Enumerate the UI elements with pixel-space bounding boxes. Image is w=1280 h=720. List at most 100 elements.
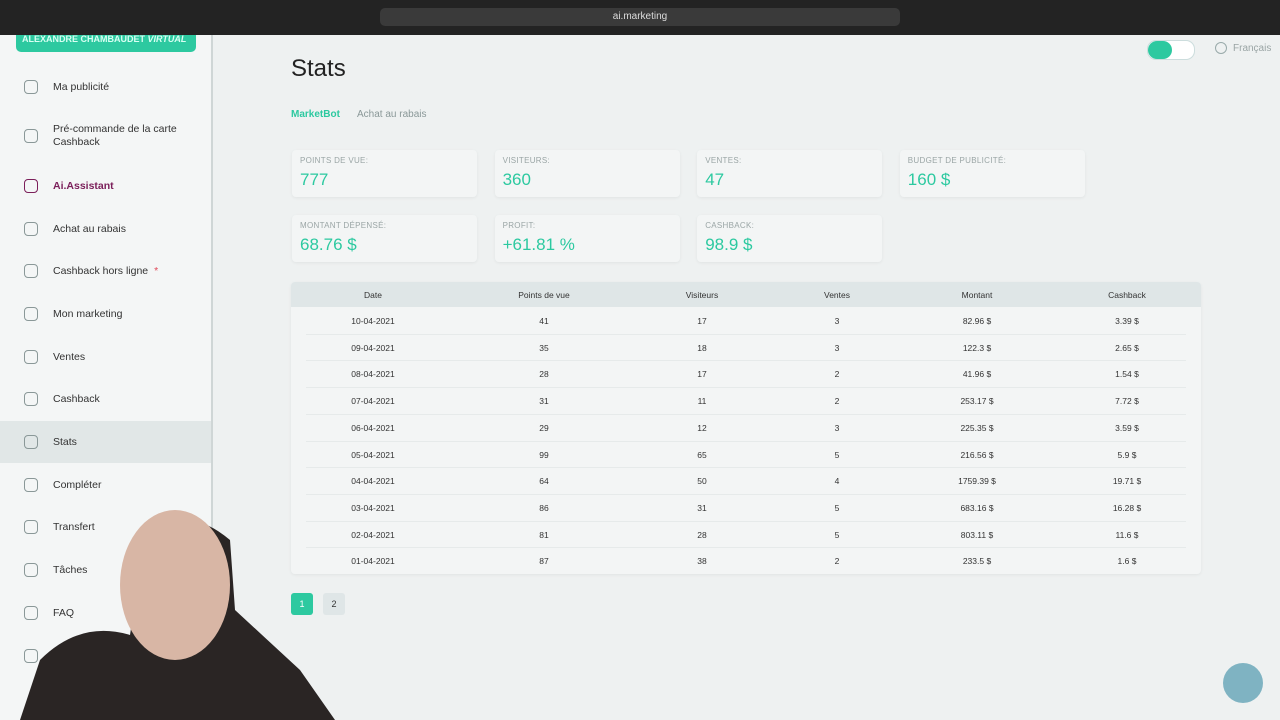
stat-card: VISITEURS: 360	[494, 150, 680, 197]
nav-item[interactable]: Ma publicité	[0, 66, 211, 108]
stats-table: Date Points de vue Visiteurs Ventes Montant C…	[291, 282, 1201, 574]
page-button[interactable]: 2	[323, 593, 345, 615]
table-cell: 2	[834, 556, 840, 567]
table-cell: 06-04-2021	[351, 422, 395, 433]
nav-icon	[24, 264, 38, 278]
table-cell: 4	[834, 476, 840, 487]
nav-item[interactable]: Ai.Assistant	[0, 165, 211, 207]
nav-label: Tâches	[53, 564, 88, 576]
nav-item[interactable]: Mon marketing	[0, 293, 211, 335]
table-cell: 65	[697, 449, 707, 460]
table-cell: 05-04-2021	[351, 449, 395, 460]
table-cell: 3	[834, 316, 840, 326]
nav-icon	[24, 435, 38, 449]
table-cell: 5	[834, 502, 840, 513]
nav-label: Compléter	[53, 479, 102, 491]
nav-label: Cashback hors ligne	[53, 265, 149, 277]
stat-card: POINTS DE VUE: 777	[292, 150, 477, 197]
table-cell: 28	[697, 529, 707, 540]
table-cell: 803.11 $	[960, 529, 994, 540]
stat-label: VISITEURS:	[502, 156, 551, 165]
nav-label: Pré-commande de la carte Cashback	[53, 123, 177, 148]
column-header: Points de vue	[518, 290, 570, 300]
nav-icon	[24, 350, 38, 364]
stat-value: 360	[502, 170, 531, 189]
theme-toggle[interactable]	[1147, 40, 1195, 60]
table-cell: 82.96 $	[962, 316, 992, 326]
tab[interactable]: MarketBot	[291, 109, 340, 120]
nav-item[interactable]: Ventes	[0, 336, 211, 378]
nav-item[interactable]: Stats	[0, 421, 211, 463]
table-cell: 64	[539, 476, 549, 487]
sidebar: ALEXANDRE CHAMBAUDET VIRTUAL Ma publicit…	[0, 35, 213, 720]
table-cell: 17	[697, 369, 707, 380]
nav-label: Transfert	[53, 521, 95, 533]
nav-label: Ventes	[53, 351, 86, 363]
nav-badge: *	[154, 265, 159, 277]
table-cell: 2	[834, 396, 840, 407]
nav-label: Achat au rabais	[53, 223, 126, 235]
stat-label: PROFIT:	[502, 221, 536, 230]
nav-item[interactable]: FAQ	[0, 592, 211, 634]
column-header: Ventes	[824, 290, 850, 300]
table-cell: 86	[539, 502, 549, 513]
theme-knob	[1148, 41, 1172, 59]
table-cell: 31	[697, 502, 707, 513]
brand-tag: VIRTUAL	[147, 34, 187, 44]
nav-item[interactable]: Compléter	[0, 464, 211, 506]
page-button[interactable]: 1	[291, 593, 313, 615]
stat-card: VENTES: 47	[697, 150, 883, 197]
table-cell: 1759.39 $	[958, 476, 996, 487]
table-cell: 19.71 $	[1112, 476, 1142, 487]
table-cell: 03-04-2021	[351, 502, 395, 513]
row-divider	[306, 333, 1186, 335]
brand-name: ALEXANDRE CHAMBAUDET	[22, 34, 145, 44]
nav-item[interactable]: Achat au rabais	[0, 208, 211, 250]
nav-icon	[24, 563, 38, 577]
nav-icon	[24, 129, 38, 143]
stat-label: VENTES:	[705, 156, 742, 165]
nav-item[interactable]: Pré-commande de la carte Cashback	[0, 115, 211, 157]
language-select[interactable]: Français	[1233, 43, 1272, 54]
table-cell: 216.56 $	[960, 449, 994, 460]
row-divider	[306, 467, 1186, 469]
webcam-overlay	[20, 510, 335, 720]
table-cell: 3.39 $	[1115, 316, 1139, 326]
table-cell: 3.59 $	[1115, 422, 1139, 433]
nav-label: Ai.Assistant	[53, 180, 114, 192]
table-cell: 3	[834, 342, 840, 353]
tab[interactable]: Achat au rabais	[357, 109, 427, 120]
row-divider	[306, 493, 1186, 495]
column-header: Visiteurs	[685, 290, 719, 300]
stat-value: 160 $	[907, 170, 951, 189]
table-cell: 3	[834, 422, 840, 433]
table-cell: 09-04-2021	[351, 342, 395, 353]
nav-item[interactable]: Transfert	[0, 506, 211, 548]
nav-label: Cashback	[53, 393, 100, 405]
table-cell: 29	[539, 422, 549, 433]
chat-bot-button[interactable]	[1223, 663, 1263, 703]
nav-label: Mon marketing	[53, 308, 123, 320]
stat-value: +61.81 %	[502, 235, 575, 254]
address-bar[interactable]: ai.marketing	[380, 8, 900, 26]
nav-icon	[24, 520, 38, 534]
stat-card: CASHBACK: 98.9 $	[697, 215, 883, 262]
nav-item[interactable]: Tâches	[0, 549, 211, 591]
row-divider	[306, 440, 1186, 442]
row-divider	[306, 360, 1186, 362]
table-cell: 2	[834, 369, 840, 380]
column-header: Date	[364, 290, 382, 300]
stat-value: 98.9 $	[705, 235, 753, 254]
row-divider	[306, 387, 1186, 389]
stat-card: BUDGET DE PUBLICITÉ: 160 $	[899, 150, 1085, 197]
column-header: Montant	[961, 290, 993, 300]
table-cell: 04-04-2021	[351, 476, 395, 487]
table-cell: 02-04-2021	[351, 529, 395, 540]
nav-item[interactable]: Cashback	[0, 378, 211, 420]
table-header: Date Points de vue Visiteurs Ventes Montant C…	[291, 282, 1201, 307]
nav-item[interactable]: Cashback hors ligne *	[0, 250, 211, 292]
table-cell: 7.72 $	[1115, 396, 1139, 407]
table-cell: 5	[834, 449, 840, 460]
table-cell: 225.35 $	[960, 422, 994, 433]
